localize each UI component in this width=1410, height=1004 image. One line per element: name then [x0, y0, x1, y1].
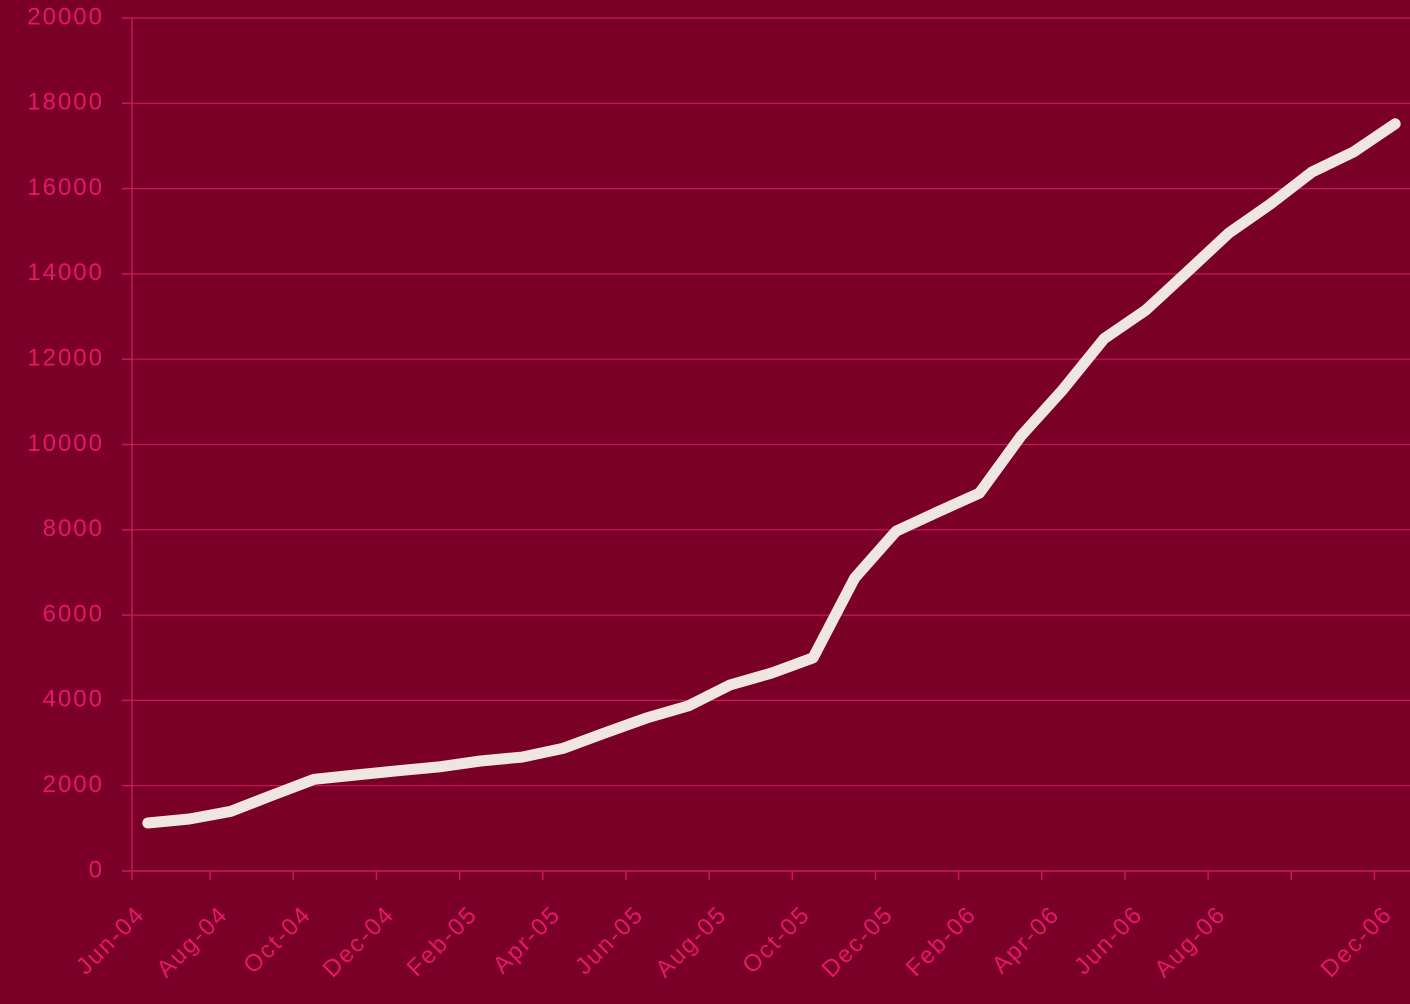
x-tick-label: Jun-06 [1069, 901, 1148, 980]
x-tick-label: Apr-05 [488, 901, 567, 980]
y-tick-label: 8000 [43, 515, 104, 542]
data-line [142, 118, 1401, 829]
x-tick-label: Aug-04 [151, 901, 233, 983]
x-tick-label: Dec-06 [1316, 901, 1398, 983]
y-tick-label: 10000 [27, 430, 104, 457]
x-tick-label: Oct-04 [238, 901, 317, 980]
y-tick-label: 18000 [27, 89, 104, 116]
y-tick-label: 14000 [27, 259, 104, 286]
x-tick-label: Oct-05 [737, 901, 816, 980]
y-tick-label: 2000 [43, 771, 104, 798]
y-tick-label: 6000 [43, 600, 104, 627]
y-tick-label: 16000 [27, 174, 104, 201]
y-tick-label: 12000 [27, 345, 104, 372]
y-tick-label: 20000 [27, 3, 104, 30]
y-tick-label: 0 [89, 856, 104, 883]
x-tick-label: Apr-06 [987, 901, 1066, 980]
y-tick-label: 4000 [43, 686, 104, 713]
x-tick-label: Feb-05 [402, 901, 483, 982]
x-tick-label: Jun-05 [570, 901, 649, 980]
x-tick-label: Aug-05 [650, 901, 732, 983]
x-tick-label: Dec-05 [817, 901, 899, 983]
x-tick-label: Dec-04 [318, 901, 400, 983]
x-tick-label: Feb-06 [901, 901, 982, 982]
x-tick-label: Aug-06 [1149, 901, 1231, 983]
x-tick-label: Jun-04 [71, 901, 150, 980]
